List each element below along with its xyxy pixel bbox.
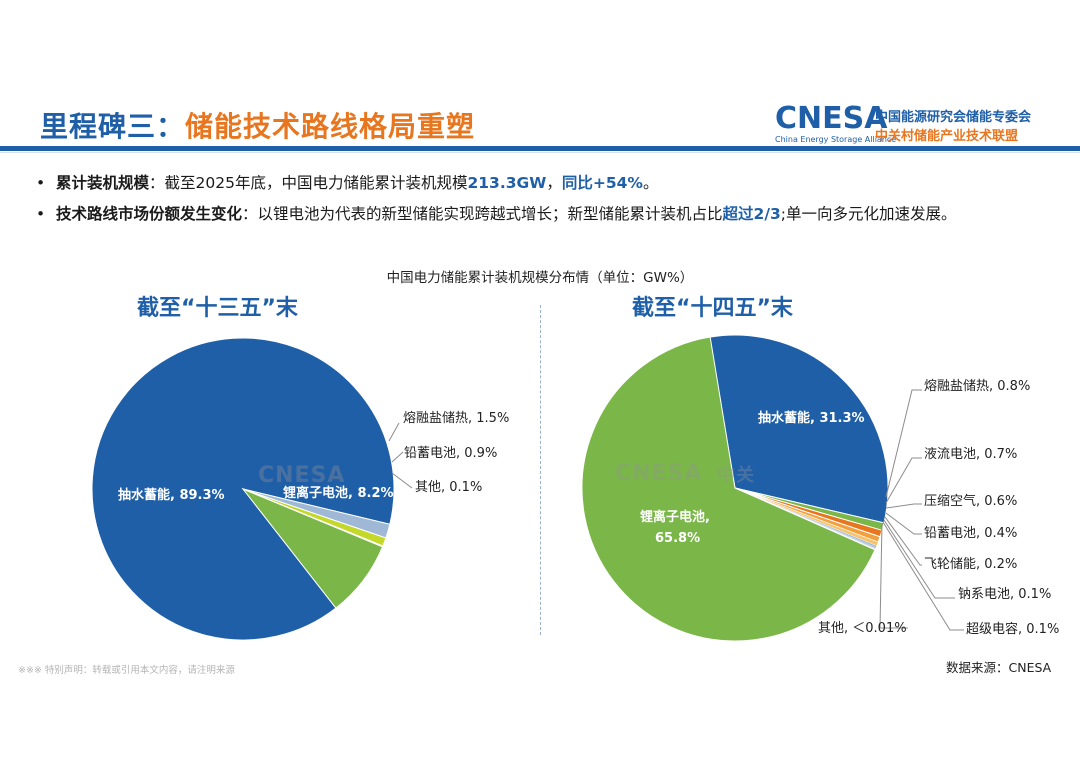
slice-label-other: 其他, ＜0.01% xyxy=(818,621,907,636)
leader-压缩空气 xyxy=(885,503,922,509)
data-source: 数据来源：CNESA xyxy=(946,660,1052,675)
title-main: 储能技术路线格局重塑 xyxy=(185,110,476,143)
slice-label-7: 超级电容, 0.1% xyxy=(966,621,1059,637)
leader-other xyxy=(391,472,413,489)
slice-label-5: 飞轮储能, 0.2% xyxy=(924,557,1017,572)
chart-divider xyxy=(540,305,541,635)
chart-title-13th: 截至“十三五”末 xyxy=(137,296,298,321)
leader-液流电池 xyxy=(885,457,922,504)
logo-cn-names: 中国能源研究会储能专委会 中关村储能产业技术联盟 xyxy=(875,108,1031,146)
cnesa-logo: CNESA China Energy Storage Alliance xyxy=(775,101,897,145)
leader-lead-acid xyxy=(391,451,404,463)
watermark: CNESA xyxy=(258,463,346,488)
share-highlight: 超过2/3 xyxy=(722,205,781,223)
logo-cn-line1: 中国能源研究会储能专委会 xyxy=(875,110,1032,125)
slice-label-lithium: 锂离子电池, xyxy=(640,509,710,525)
growth-value: 同比+54% xyxy=(561,174,643,192)
leader-超级电容 xyxy=(882,521,964,631)
slice-label-pumped-hydro: 抽水蓄能, 31.3% xyxy=(758,410,865,426)
title-prefix: 里程碑三： xyxy=(40,110,186,143)
pie-slice-13th-1 xyxy=(242,488,391,539)
capacity-value: 213.3GW xyxy=(467,174,547,192)
logo-subtext: China Energy Storage Alliance xyxy=(775,135,897,144)
slice-label-lithium-value: 65.8% xyxy=(655,531,700,546)
title-rule-shadow xyxy=(0,152,1080,153)
slice-label-6: 钠系电池, 0.1% xyxy=(958,587,1051,602)
slice-label-4: 铅蓄电池, 0.4% xyxy=(924,526,1017,541)
slice-label-3: 压缩空气, 0.6% xyxy=(924,493,1017,509)
slice-label-2: 液流电池, 0.7% xyxy=(924,447,1017,462)
slice-label-pumped-hydro: 抽水蓄能, 89.3% xyxy=(118,487,225,503)
bullet-cumulative-capacity: 累计装机规模：截至2025年底，中国电力储能累计装机规模213.3GW，同比+5… xyxy=(32,170,1052,197)
bullet-market-share: 技术路线市场份额发生变化：以锂电池为代表的新型储能实现跨越式增长；新型储能累计装… xyxy=(32,201,1052,228)
leader-飞轮储能 xyxy=(884,516,922,566)
logo-text: CNESA xyxy=(775,101,888,136)
leader-熔融盐储热 xyxy=(885,389,922,498)
bullet-sep: ： xyxy=(149,174,165,192)
bullet-sep: ： xyxy=(242,205,258,223)
slice-label-other: 其他, 0.1% xyxy=(415,480,482,495)
bullet-list: 累计装机规模：截至2025年底，中国电力储能累计装机规模213.3GW，同比+5… xyxy=(32,170,1052,228)
bullet-end: 。 xyxy=(642,174,659,192)
slice-label-lead-acid: 铅蓄电池, 0.9% xyxy=(404,446,497,461)
title-rule xyxy=(0,146,1080,151)
bullet-text-tail: ;单一向多元化加速发展。 xyxy=(780,205,957,223)
bullet-label: 技术路线市场份额发生变化 xyxy=(56,205,243,223)
slice-label-lithium: 锂离子电池, 8.2% xyxy=(283,485,394,501)
leader-铅蓄电池 xyxy=(885,512,922,535)
slice-label-1: 熔融盐储热, 0.8% xyxy=(924,379,1030,394)
leader-other xyxy=(879,522,908,629)
pie-slice-14th-9 xyxy=(581,336,876,642)
leader-钠系电池 xyxy=(883,519,955,599)
slice-label-molten-salt: 熔融盐储热, 1.5% xyxy=(403,411,509,426)
leader-molten-salt xyxy=(388,422,400,442)
bullet-text: 截至2025年底，中国电力储能累计装机规模 xyxy=(164,174,468,192)
watermark-cn: 中关 xyxy=(717,465,755,486)
bullet-label: 累计装机规模 xyxy=(56,174,150,192)
disclaimer-note: ※※※ 特别声明：转载或引用本文内容，请注明来源 xyxy=(18,665,235,676)
watermark: CNESA xyxy=(615,461,703,486)
pie-slice-14th-0 xyxy=(709,334,889,524)
chart-title-14th: 截至“十四五”末 xyxy=(632,296,793,321)
bullet-text: 以锂电池为代表的新型储能实现跨越式增长；新型储能累计装机占比 xyxy=(257,205,723,223)
chart-subtitle: 中国电力储能累计装机规模分布情（单位：GW%） xyxy=(386,270,694,286)
bullet-comma: ， xyxy=(546,174,562,192)
page-title: 里程碑三：储能技术路线格局重塑 xyxy=(40,105,475,145)
logo-cn-line2: 中关村储能产业技术联盟 xyxy=(875,129,1019,144)
